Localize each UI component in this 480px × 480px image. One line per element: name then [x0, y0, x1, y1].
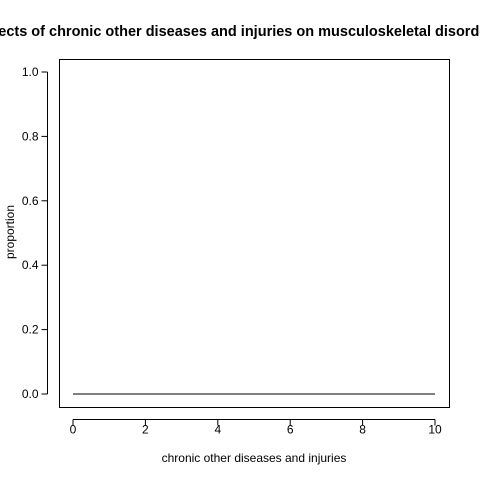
- y-tick-label: 0.0: [22, 387, 39, 401]
- x-tick-label: 10: [428, 423, 442, 437]
- x-tick-label: 8: [359, 423, 366, 437]
- x-tick-label: 6: [287, 423, 294, 437]
- chart-title: Effects of chronic other diseases and in…: [0, 24, 480, 40]
- x-tick-label: 4: [214, 423, 221, 437]
- y-tick-label: 1.0: [22, 65, 39, 79]
- y-tick-label: 0.6: [22, 194, 39, 208]
- x-tick-label: 2: [142, 423, 149, 437]
- y-tick-label: 0.4: [22, 258, 39, 272]
- x-tick-label: 0: [70, 423, 77, 437]
- y-tick-label: 0.2: [22, 323, 39, 337]
- y-tick-label: 0.8: [22, 129, 39, 143]
- y-axis-label: proportion: [3, 205, 17, 259]
- plot-frame: [59, 59, 450, 408]
- x-axis-label: chronic other diseases and injuries: [162, 451, 347, 465]
- y-axis: 0.0 0.2 0.4 0.6 0.8 1.0: [22, 65, 48, 401]
- x-axis: 0 2 4 6 8 10: [70, 419, 442, 437]
